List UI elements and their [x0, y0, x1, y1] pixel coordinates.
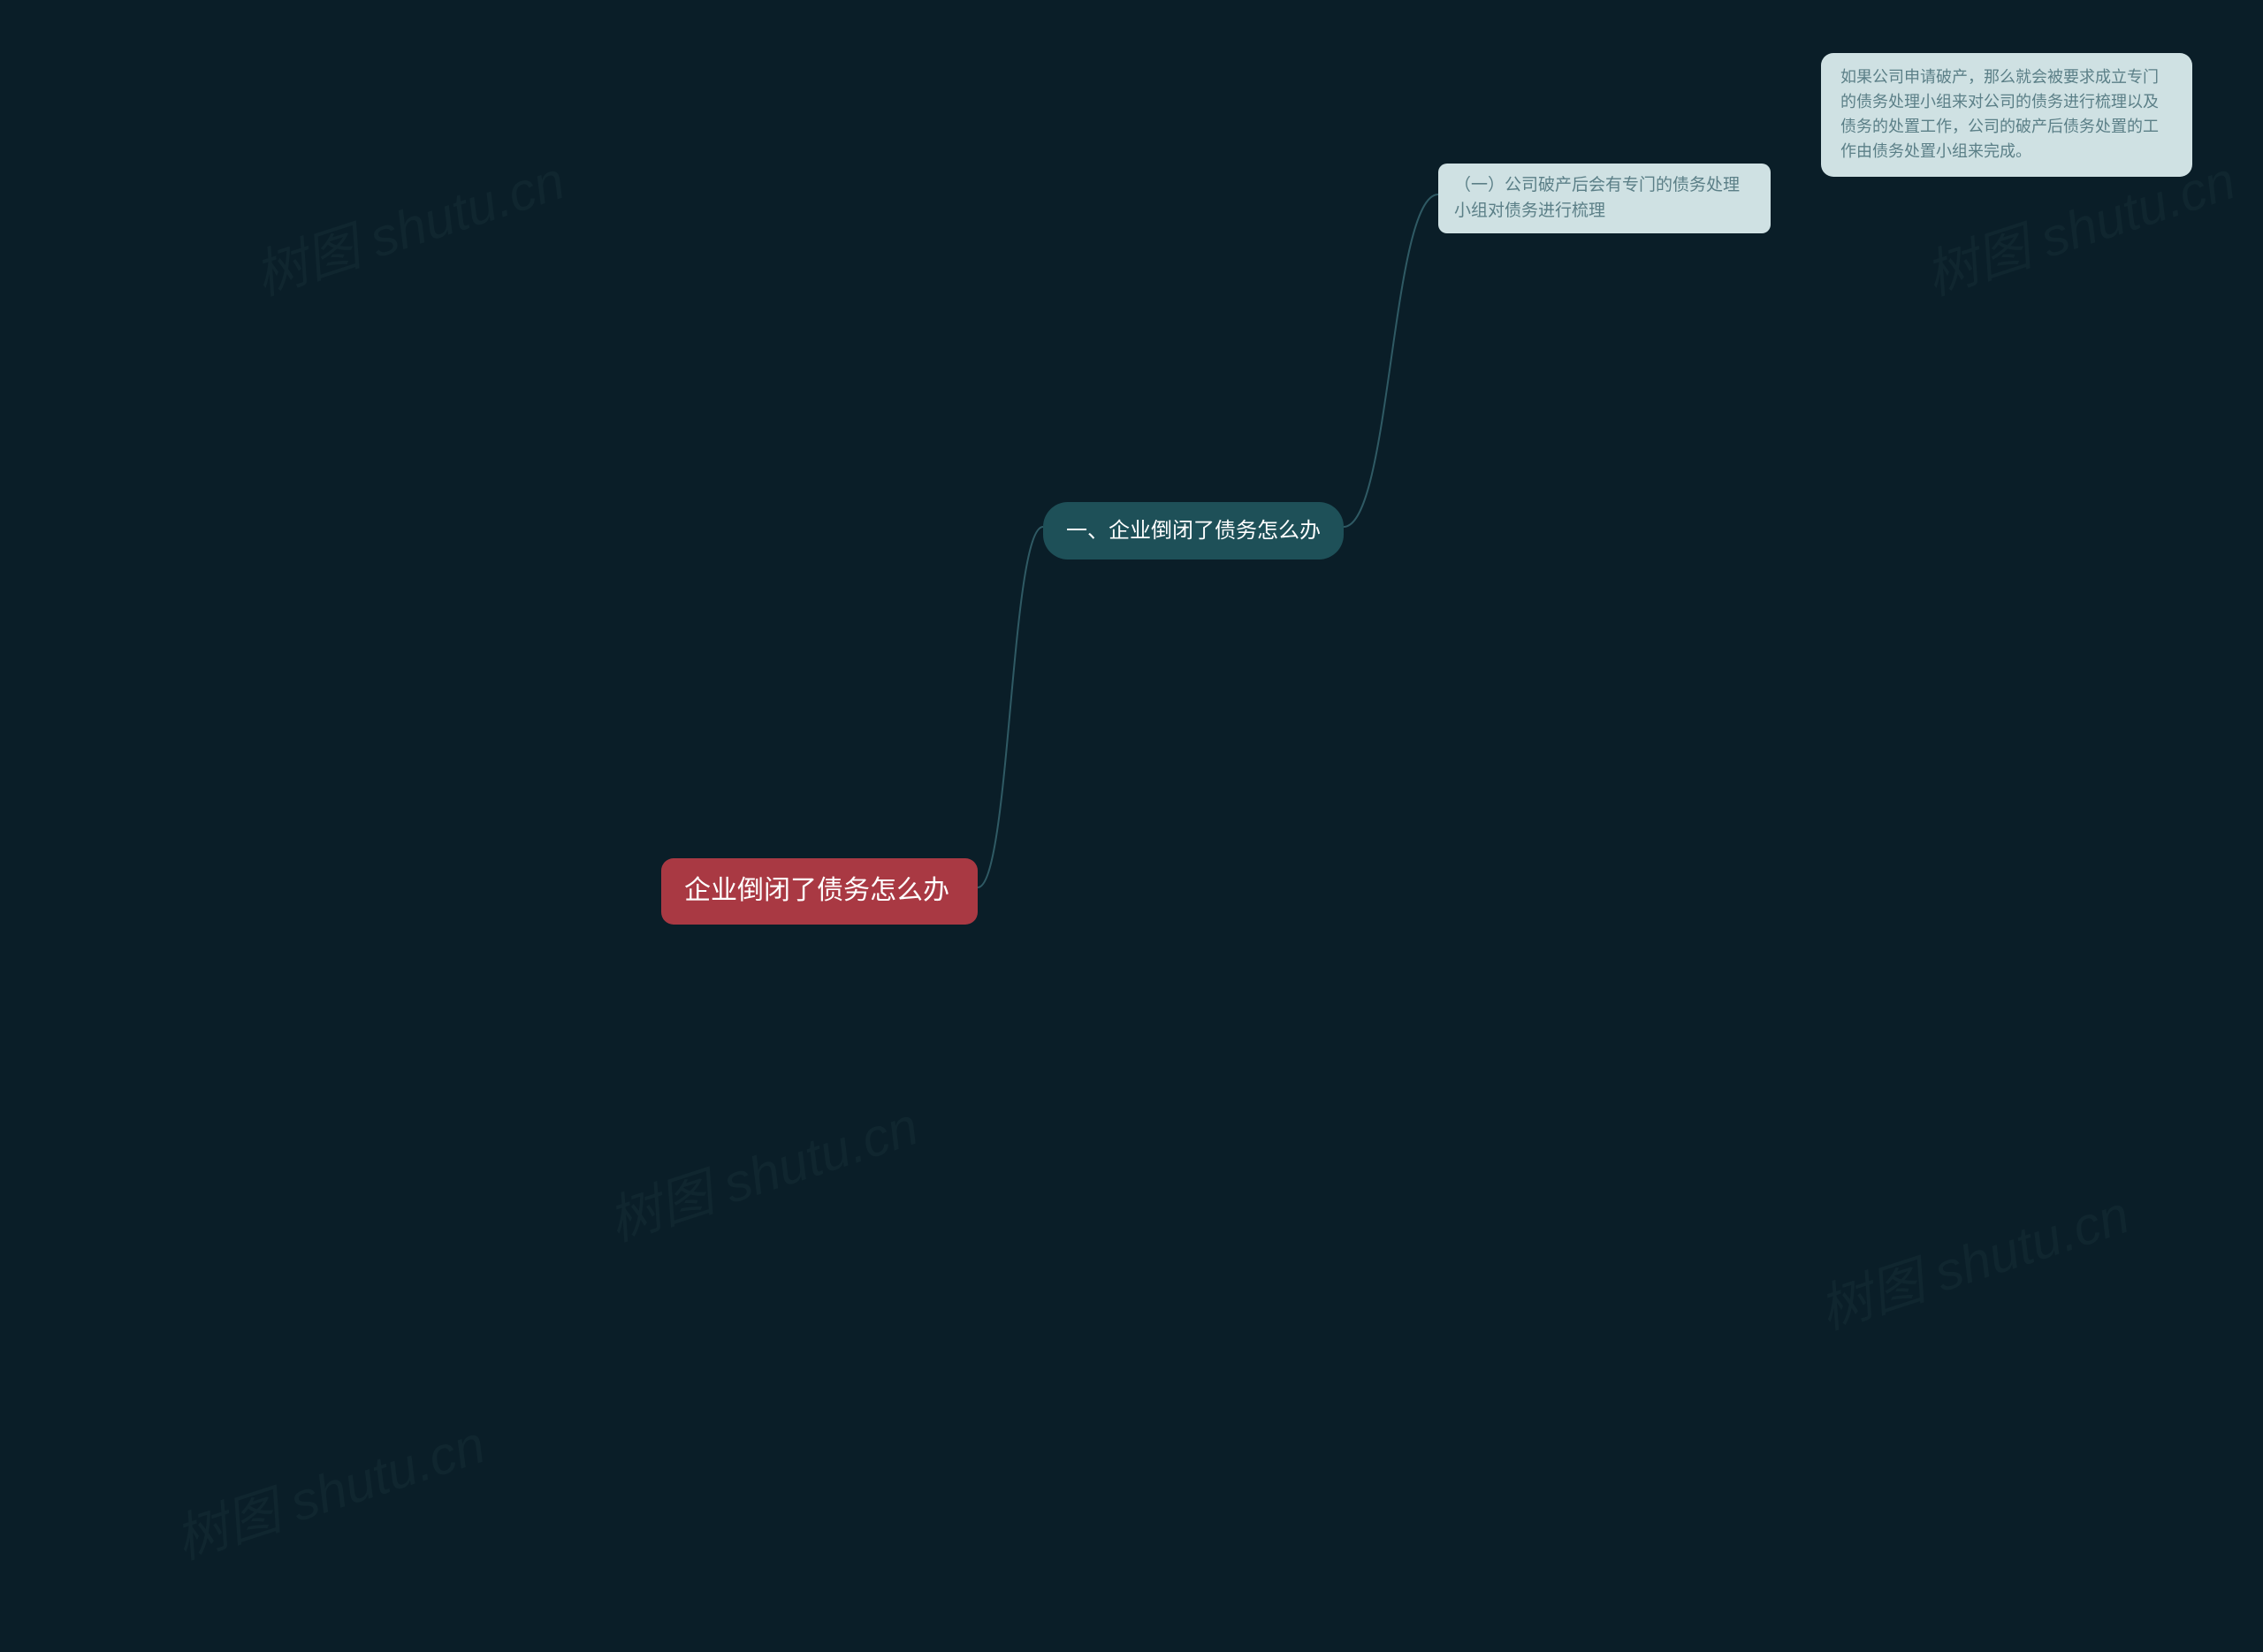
- edge-layer: [0, 0, 2263, 1652]
- edge: [1344, 194, 1438, 527]
- mindmap-node[interactable]: 如果公司申请破产，那么就会被要求成立专门的债务处理小组来对公司的债务进行梳理以及…: [1821, 53, 2192, 177]
- mindmap-node[interactable]: 企业倒闭了债务怎么办: [661, 858, 978, 925]
- mindmap-node[interactable]: （一）公司破产后会有专门的债务处理小组对债务进行梳理: [1438, 164, 1771, 233]
- watermark: 树图 shutu.cn: [1808, 1172, 2137, 1344]
- watermark: 树图 shutu.cn: [164, 1402, 493, 1574]
- mindmap-canvas: 树图 shutu.cn 树图 shutu.cn 树图 shutu.cn 树图 shut…: [0, 0, 2263, 1652]
- edge: [978, 527, 1043, 887]
- watermark: 树图 shutu.cn: [597, 1084, 926, 1256]
- watermark: 树图 shutu.cn: [243, 138, 573, 310]
- mindmap-node[interactable]: 一、企业倒闭了债务怎么办: [1043, 502, 1344, 560]
